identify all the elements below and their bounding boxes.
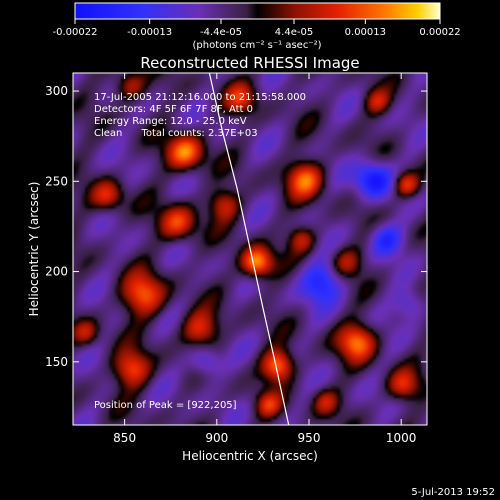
- colorbar-tick-label: -4.4e-05: [200, 27, 242, 38]
- y-axis-label: Heliocentric Y (arcsec): [27, 182, 41, 317]
- plot-timestamp: 5-Jul-2013 19:52: [411, 487, 495, 498]
- chart-title: Reconstructed RHESSI Image: [140, 54, 359, 72]
- x-tick-label: 900: [205, 431, 228, 445]
- x-tick-label: 850: [113, 431, 136, 445]
- x-tick-label: 950: [298, 431, 321, 445]
- colorbar-tick-label: -0.00013: [127, 27, 172, 38]
- x-axis-label: Heliocentric X (arcsec): [182, 449, 318, 463]
- x-tick-label: 1000: [386, 431, 417, 445]
- y-tick-label: 150: [45, 355, 68, 369]
- colorbar: [74, 2, 441, 20]
- y-tick-label: 250: [45, 174, 68, 188]
- annotation-detectors: Detectors: 4F 5F 6F 7F 8F, Att 0: [94, 104, 253, 115]
- colorbar-tick-label: 4.4e-05: [275, 27, 313, 38]
- y-axis-ticks: 150 200 250 300: [45, 84, 427, 369]
- y-tick-label: 300: [45, 84, 68, 98]
- annotation-time: 17-Jul-2005 21:12:16.000 to 21:15:58.000: [94, 92, 306, 103]
- colorbar-unit: (photons cm⁻² s⁻¹ asec⁻²): [192, 40, 321, 51]
- colorbar-tick-label: 0.00013: [345, 27, 386, 38]
- annotation-energy: Energy Range: 12.0 - 25.0 keV: [94, 116, 247, 127]
- colorbar-tick-label: -0.00022: [53, 27, 98, 38]
- x-axis-ticks: 850 900 950 1000: [113, 73, 416, 445]
- plot-frame: [72, 72, 428, 426]
- colorbar-tick-label: 0.00022: [419, 27, 460, 38]
- y-tick-label: 200: [45, 265, 68, 279]
- annotation-clean: Clean Total counts: 2.37E+03: [94, 128, 258, 139]
- annotation-peak: Position of Peak = [922,205]: [94, 400, 237, 411]
- colorbar-ticks: -0.00022 -0.00013 -4.4e-05 4.4e-05 0.00013 0.…: [53, 19, 461, 38]
- solar-limb-curve: [208, 73, 290, 425]
